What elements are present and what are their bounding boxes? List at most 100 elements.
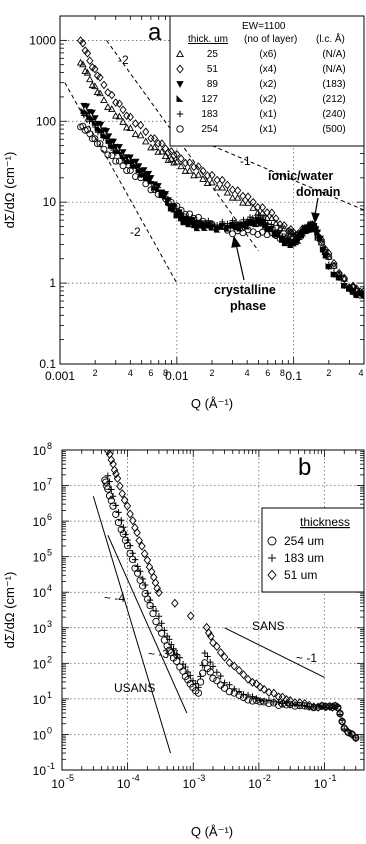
x-minor-tick-label-a: 4 bbox=[128, 368, 133, 378]
data-point-plus bbox=[92, 123, 99, 130]
data-point-circle bbox=[165, 646, 173, 655]
data-point-triangle bbox=[122, 123, 131, 131]
data-point-plus bbox=[134, 563, 141, 570]
data-point-plus bbox=[209, 663, 217, 670]
x-tick-label-b-base: 10 bbox=[248, 777, 262, 791]
y-axis-label-b: dΣ/dΩ (cm⁻¹) bbox=[2, 572, 17, 649]
data-point-plus bbox=[262, 217, 269, 224]
data-point-diamond bbox=[150, 134, 159, 143]
slope-guide-line bbox=[224, 627, 325, 678]
y-tick-label-a: 1 bbox=[49, 276, 56, 290]
data-point-diamond bbox=[225, 658, 234, 668]
data-point-plus bbox=[264, 220, 271, 227]
data-point-circle bbox=[96, 140, 104, 148]
data-point-circle bbox=[186, 210, 194, 218]
x-axis-label-b: Q (Å⁻¹) bbox=[191, 824, 233, 839]
legend-a-lc: (183) bbox=[322, 79, 345, 90]
legend-a-lc: (N/A) bbox=[322, 64, 345, 75]
y-tick-label-b-exp: 6 bbox=[47, 512, 52, 522]
data-point-plus bbox=[129, 550, 136, 557]
data-point-plus bbox=[126, 542, 134, 549]
slope-guide-line bbox=[107, 535, 188, 714]
data-point-circle bbox=[102, 478, 110, 486]
data-point-circle bbox=[318, 238, 325, 246]
data-point-circle bbox=[209, 674, 217, 682]
x-tick-label-b-exp: -5 bbox=[66, 773, 74, 783]
data-point-plus bbox=[133, 163, 139, 170]
data-point-triangle bbox=[233, 193, 242, 201]
data-point-triangle bbox=[218, 183, 227, 191]
data-point-plus bbox=[120, 154, 127, 161]
x-tick-label-b-base: 10 bbox=[314, 777, 328, 791]
data-point-plus bbox=[283, 699, 290, 707]
data-point-plus bbox=[286, 702, 294, 709]
data-point-circle bbox=[194, 213, 202, 221]
data-point-plus bbox=[233, 218, 240, 225]
legend-a-symbol-plus bbox=[176, 110, 184, 118]
legend-a: EW=1100 thick. um (no of layer) (l.c. Å)… bbox=[169, 15, 365, 147]
data-point-plus bbox=[112, 502, 119, 509]
y-axis-label-a: dΣ/dΩ (cm⁻¹) bbox=[2, 152, 17, 229]
data-point-triangle bbox=[96, 89, 104, 97]
data-point-diamond bbox=[252, 679, 261, 689]
data-point-circle bbox=[154, 190, 162, 198]
data-point-circle bbox=[152, 617, 160, 626]
data-point-circle bbox=[199, 217, 207, 225]
data-point-diamond bbox=[120, 495, 129, 505]
series-b bbox=[101, 450, 360, 743]
data-point-triangle bbox=[317, 238, 326, 246]
data-point-plus bbox=[326, 704, 333, 711]
data-point-plus bbox=[314, 228, 321, 235]
y-tick-label-a: 0.1 bbox=[39, 357, 56, 371]
data-point-diamond bbox=[268, 208, 276, 218]
data-point-diamond bbox=[115, 99, 123, 109]
data-point-diamond bbox=[209, 638, 217, 648]
data-point-diamond bbox=[272, 214, 280, 223]
legend-a-header-layers: (no of layer) bbox=[244, 34, 297, 45]
data-point-plus bbox=[314, 702, 322, 710]
data-point-triangle bbox=[177, 162, 185, 170]
data-point-diamond bbox=[112, 469, 120, 479]
data-point-diamond bbox=[116, 481, 124, 491]
legend-a-thick: 127 bbox=[201, 94, 218, 105]
x-tick-label-a: 0.01 bbox=[165, 369, 189, 383]
data-point-diamond bbox=[123, 501, 132, 511]
data-point-circle bbox=[100, 145, 108, 153]
data-point-triangle bbox=[119, 118, 127, 125]
data-point-diamond bbox=[177, 154, 185, 163]
data-point-diamond bbox=[216, 647, 225, 657]
data-point-triangle bbox=[268, 214, 276, 222]
data-point-circle bbox=[88, 135, 96, 143]
data-point-circle bbox=[229, 230, 237, 238]
y-tick-label-a: 100 bbox=[36, 114, 56, 128]
data-point-circle bbox=[126, 166, 134, 174]
data-point-plus bbox=[334, 703, 342, 710]
data-point-plus bbox=[348, 731, 356, 739]
data-point-filled-triangle bbox=[140, 167, 148, 174]
data-point-plus bbox=[105, 140, 112, 147]
data-point-filled-triangle bbox=[105, 133, 113, 140]
data-point-triangle bbox=[108, 105, 116, 112]
data-point-plus bbox=[109, 493, 117, 500]
y-tick-label-b-base: 10 bbox=[33, 444, 47, 458]
data-point-triangle bbox=[131, 130, 140, 138]
data-point-diamond bbox=[164, 148, 172, 157]
data-point-half-triangle bbox=[194, 224, 201, 232]
data-point-plus bbox=[201, 649, 209, 657]
data-point-diamond bbox=[113, 473, 122, 483]
legend-a-layers: (x1) bbox=[259, 124, 276, 135]
data-point-diamond bbox=[244, 674, 252, 684]
data-point-half-triangle bbox=[197, 222, 205, 229]
data-point-plus bbox=[235, 688, 243, 695]
data-point-diamond bbox=[155, 588, 163, 598]
data-point-plus bbox=[103, 135, 110, 142]
data-point-plus bbox=[275, 698, 282, 706]
x-tick-label-b-base: 10 bbox=[117, 777, 131, 791]
legend-a-thick: 51 bbox=[207, 64, 219, 75]
data-point-circle bbox=[123, 167, 131, 175]
data-point-diamond bbox=[248, 677, 257, 687]
data-point-circle bbox=[213, 224, 221, 232]
data-point-circle bbox=[330, 262, 338, 270]
